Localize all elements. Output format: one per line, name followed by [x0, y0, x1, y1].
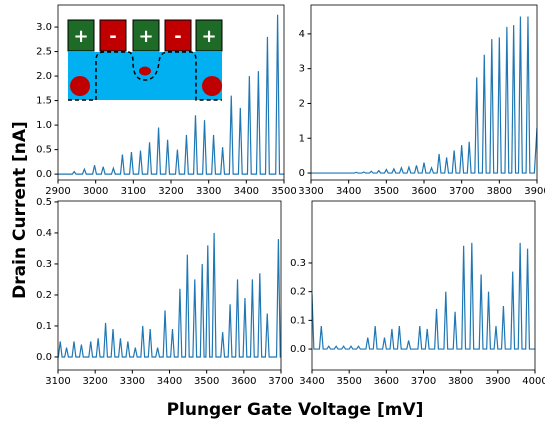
y-tick-label: 0: [299, 168, 305, 179]
plot-area: [311, 16, 537, 174]
gate-label: -: [174, 26, 181, 47]
y-tick-label: 4: [299, 29, 305, 40]
gate: [99, 19, 127, 52]
y-tick-label: 0.5: [36, 145, 52, 156]
x-tick-label: 3400: [336, 186, 361, 197]
y-tick-label: 0.2: [36, 290, 52, 301]
x-tick-label: 3400: [157, 376, 182, 387]
y-tick-label: 2: [299, 98, 305, 109]
plot-area: [58, 232, 281, 358]
x-tick-label: 2900: [45, 186, 70, 197]
x-tick-label: 3700: [268, 376, 293, 387]
data-line: [311, 16, 537, 174]
x-tick-label: 3500: [271, 186, 296, 197]
data-line: [312, 242, 535, 350]
x-tick-label: 3500: [374, 186, 399, 197]
x-tick-label: 3600: [374, 376, 399, 387]
y-tick-label: 0.1: [290, 315, 306, 326]
x-tick-label: 3100: [121, 186, 146, 197]
x-tick-label: 3800: [448, 376, 473, 387]
x-tick-label: 3000: [83, 186, 108, 197]
x-tick-label: 3500: [194, 376, 219, 387]
gate-label: +: [138, 26, 153, 47]
x-tick-label: 3600: [231, 376, 256, 387]
gate-label: -: [109, 26, 116, 47]
y-tick-label: 0.2: [290, 287, 306, 298]
x-tick-label: 4000: [522, 376, 545, 387]
axes-frame: [311, 200, 536, 371]
gate: [195, 19, 223, 52]
y-tick-label: 2.5: [36, 47, 52, 58]
x-tick-label: 3300: [120, 376, 145, 387]
gate-label: +: [201, 26, 216, 47]
dot: [202, 76, 222, 96]
y-tick-label: 1.5: [36, 96, 52, 107]
gate: [164, 19, 192, 52]
x-tick-label: 3800: [487, 186, 512, 197]
axes-frame: [57, 4, 285, 181]
y-tick-label: 2.0: [36, 71, 52, 82]
x-tick-label: 3200: [82, 376, 107, 387]
y-tick-label: 1: [299, 133, 305, 144]
x-tick-label: 3300: [196, 186, 221, 197]
y-tick-label: 0.1: [36, 321, 52, 332]
y-tick-label: 0.4: [36, 228, 52, 239]
x-tick-label: 3700: [411, 376, 436, 387]
x-tick-label: 3500: [336, 376, 361, 387]
y-axis-label: Drain Current [nA]: [10, 121, 30, 299]
y-tick-label: 0.3: [290, 258, 306, 269]
x-tick-label: 3300: [298, 186, 323, 197]
x-tick-label: 3400: [299, 376, 324, 387]
x-tick-label: 3700: [449, 186, 474, 197]
dot: [70, 76, 90, 96]
x-tick-label: 3200: [158, 186, 183, 197]
axes-frame: [57, 200, 282, 371]
y-tick-label: 1.0: [36, 120, 52, 131]
y-tick-label: 3.0: [36, 22, 52, 33]
data-line: [58, 232, 281, 358]
x-tick-label: 3600: [411, 186, 436, 197]
data-line: [58, 14, 284, 175]
x-tick-label: 3400: [234, 186, 259, 197]
x-tick-label: 3900: [524, 186, 545, 197]
plot-area: [58, 14, 284, 175]
channel: [68, 52, 222, 100]
x-tick-label: 3100: [45, 376, 70, 387]
plot-area: [312, 242, 535, 350]
y-tick-label: 0.0: [36, 169, 52, 180]
y-tick-label: 0.0: [290, 344, 306, 355]
x-axis-label: Plunger Gate Voltage [mV]: [167, 400, 424, 420]
gate: [132, 19, 160, 52]
y-tick-label: 0.0: [36, 352, 52, 363]
gate-label: +: [73, 26, 88, 47]
y-tick-label: 0.5: [36, 197, 52, 208]
x-tick-label: 3900: [485, 376, 510, 387]
gate: [67, 19, 95, 52]
axes-frame: [310, 4, 538, 181]
dot: [139, 66, 151, 76]
depletion-line: [68, 51, 222, 101]
y-tick-label: 3: [299, 64, 305, 75]
y-tick-label: 0.3: [36, 259, 52, 270]
